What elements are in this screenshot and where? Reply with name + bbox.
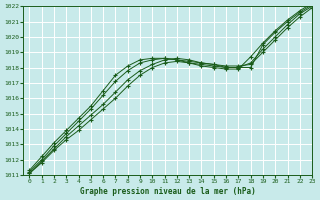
X-axis label: Graphe pression niveau de la mer (hPa): Graphe pression niveau de la mer (hPa) <box>80 187 256 196</box>
